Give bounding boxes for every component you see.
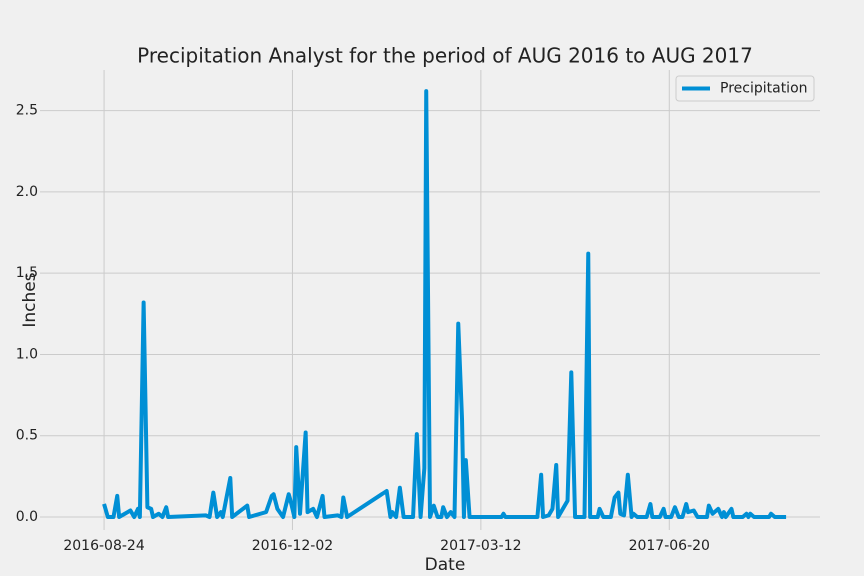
y-tick-label: 0.0	[16, 509, 38, 525]
data-line	[102, 89, 787, 519]
x-tick-label: 2017-03-12	[440, 538, 521, 554]
y-axis-label: Inches	[20, 272, 40, 327]
legend-box	[675, 75, 815, 102]
y-tick-label: 0.5	[16, 428, 38, 444]
y-tick-label: 1.0	[16, 346, 38, 362]
x-tick-label: 2016-12-02	[252, 538, 333, 554]
y-tick-label: 2.0	[16, 184, 38, 200]
chart-title: Precipitation Analyst for the period of …	[137, 44, 753, 68]
legend-label: Precipitation	[720, 81, 808, 97]
x-axis-label: Date	[425, 555, 466, 575]
y-tick-label: 1.5	[16, 265, 38, 281]
x-tick-label: 2017-06-20	[629, 538, 710, 554]
y-tick-label: 2.5	[16, 103, 38, 119]
x-tick-label: 2016-08-24	[63, 538, 144, 554]
